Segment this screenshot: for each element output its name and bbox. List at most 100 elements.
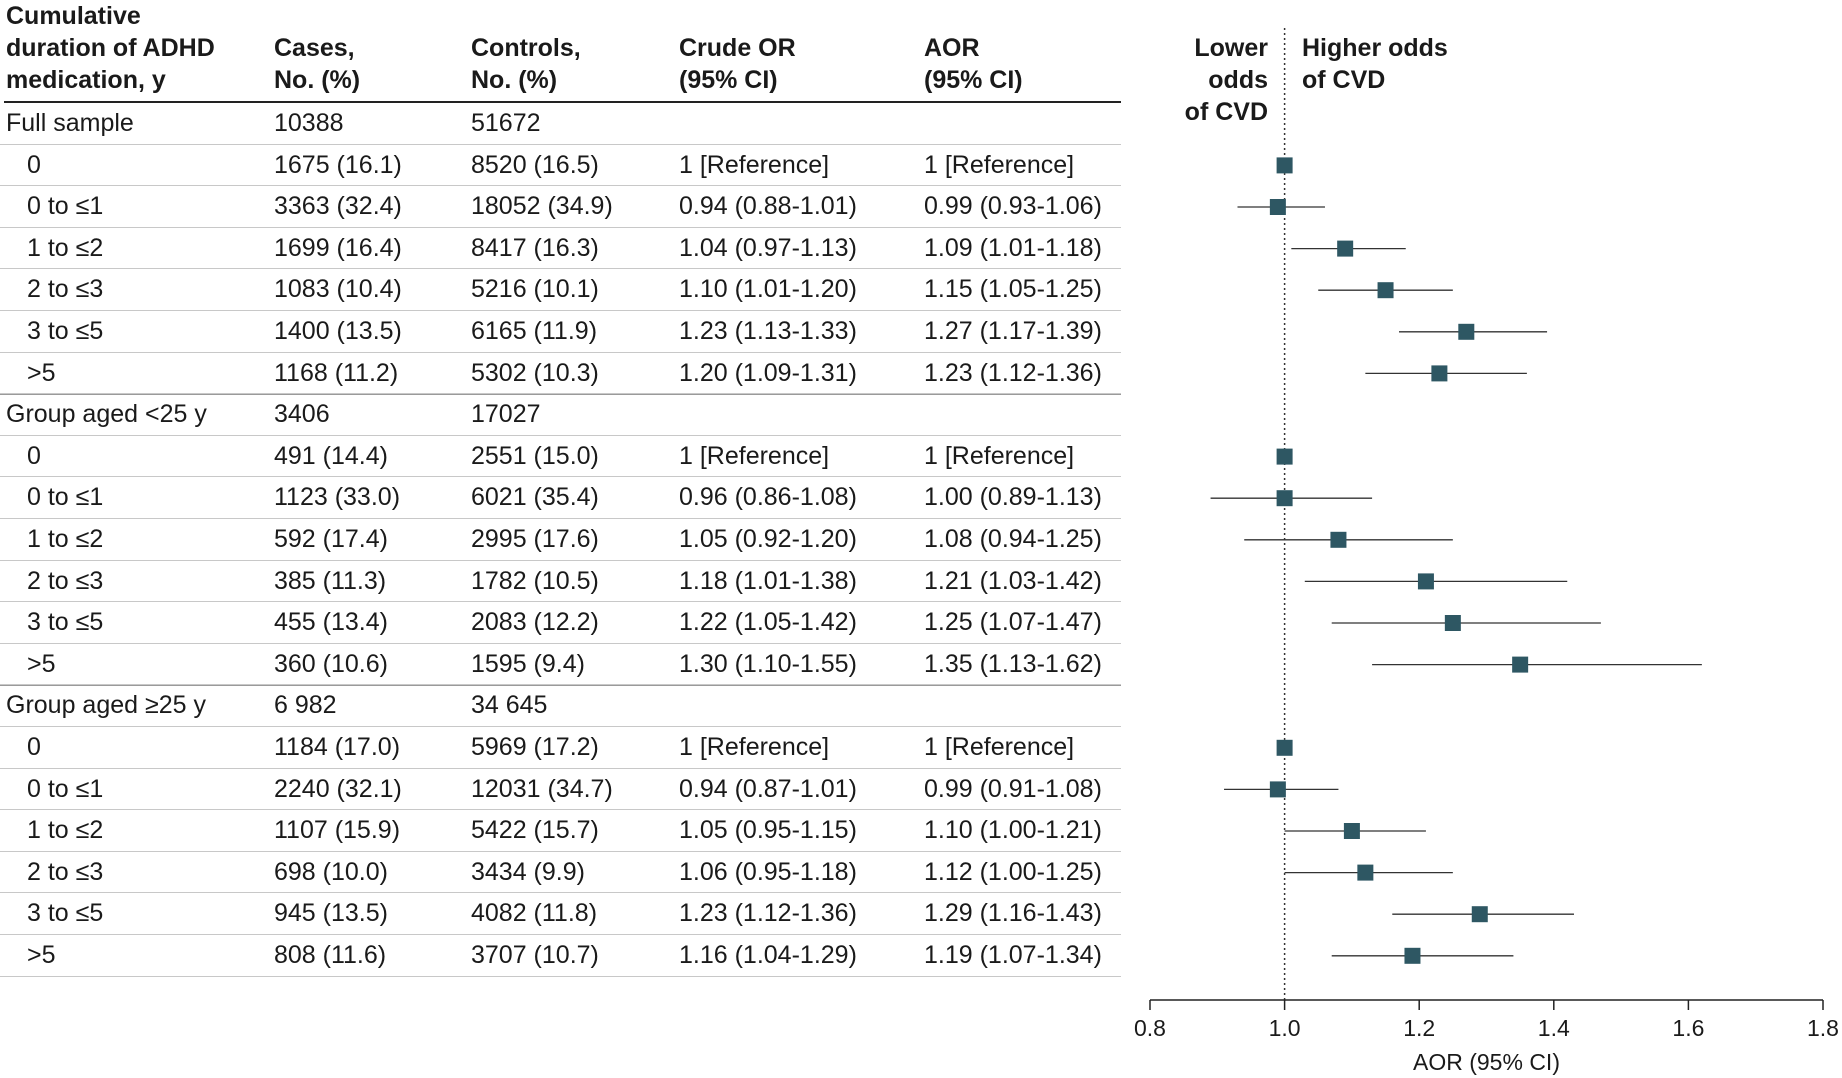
cases-cell: 3363 (32.4) [274, 192, 402, 221]
aor-point [1471, 906, 1488, 923]
table-row: 1 to ≤2 592 (17.4) 2995 (17.6) 1.05 (0.92-1… [0, 519, 1121, 561]
table-row: 0 1184 (17.0) 5969 (17.2) 1 [Reference] 1 [R… [0, 727, 1121, 769]
group-divider [0, 394, 1121, 396]
table-row: 1 to ≤2 1699 (16.4) 8417 (16.3) 1.04 (0.97-… [0, 228, 1121, 270]
aor-point [1269, 781, 1286, 798]
aor-cell: 1.29 (1.16-1.43) [924, 899, 1102, 928]
controls-cell: 8417 (16.3) [471, 233, 599, 262]
cases-cell: 360 (10.6) [274, 649, 388, 678]
duration-cell: 2 to ≤3 [27, 566, 104, 595]
cases-cell: 592 (17.4) [274, 525, 388, 553]
aor-cell: 0.99 (0.93-1.06) [924, 192, 1102, 221]
aor-cell: 1.35 (1.13-1.62) [924, 649, 1102, 678]
aor-cell: 1 [Reference] [924, 441, 1075, 470]
group-divider [0, 685, 1121, 687]
cases-cell: 455 (13.4) [274, 608, 388, 637]
row-divider [0, 393, 1121, 395]
row-divider [0, 684, 1121, 686]
crude-or-cell: 1.22 (1.05-1.42) [679, 608, 857, 637]
controls-cell: 2551 (15.0) [471, 441, 599, 470]
crude-or-cell: 1.06 (0.95-1.18) [679, 857, 857, 886]
crude-or-cell: 0.94 (0.88-1.01) [679, 192, 857, 221]
lower-odds-label: Lower odds of CVD [1184, 34, 1268, 126]
controls-cell: 18052 (34.9) [471, 192, 613, 221]
row-divider [0, 975, 1121, 977]
cases-cell: 1400 (13.5) [274, 317, 402, 345]
cases-cell: 1168 (11.2) [274, 358, 399, 387]
row-divider [0, 559, 1121, 561]
crude-or-cell: 1.05 (0.95-1.15) [679, 816, 857, 845]
aor-point [1276, 157, 1293, 174]
row-divider [0, 642, 1121, 644]
aor-cell: 1.21 (1.03-1.42) [924, 566, 1102, 595]
aor-point [1404, 947, 1421, 964]
controls-cell: 1595 (9.4) [471, 649, 585, 678]
controls-cell: 5302 (10.3) [471, 358, 599, 387]
table-row: 0 1675 (16.1) 8520 (16.5) 1 [Reference] 1 [R… [0, 145, 1121, 187]
header-rule [4, 101, 1121, 103]
crude-or-cell: 0.96 (0.86-1.08) [679, 483, 857, 512]
table-row: 0 to ≤1 1123 (33.0) 6021 (35.4) 0.96 (0.86-… [0, 477, 1121, 519]
duration-cell: 1 to ≤2 [27, 525, 104, 553]
controls-cell: 4082 (11.8) [471, 899, 598, 928]
x-tick-label: 0.8 [1134, 1015, 1166, 1041]
aor-point [1276, 448, 1293, 465]
aor-point [1337, 240, 1354, 257]
aor-point [1357, 864, 1374, 881]
cases-cell: 2240 (32.1) [274, 774, 402, 803]
table-row: 2 to ≤3 1083 (10.4) 5216 (10.1) 1.10 (1.01-… [0, 269, 1121, 311]
crude-or-cell: 1.16 (1.04-1.29) [679, 941, 857, 969]
aor-point [1512, 656, 1529, 673]
aor-point [1343, 823, 1360, 839]
aor-cell: 1.10 (1.00-1.21) [924, 816, 1102, 845]
duration-cell: >5 [27, 941, 56, 969]
row-divider [0, 767, 1121, 769]
controls-cell: 3707 (10.7) [471, 941, 599, 969]
aor-cell: 1.25 (1.07-1.47) [924, 608, 1102, 637]
table-row: 0 to ≤1 2240 (32.1) 12031 (34.7) 0.94 (0.87… [0, 769, 1121, 811]
duration-cell: >5 [27, 358, 56, 387]
duration-cell: 3 to ≤5 [27, 317, 104, 345]
duration-cell: 0 to ≤1 [27, 483, 104, 512]
row-divider [0, 226, 1121, 228]
aor-cell: 1.08 (0.94-1.25) [924, 525, 1102, 553]
controls-cell: 3434 (9.9) [471, 857, 585, 886]
table-row: 2 to ≤3 698 (10.0) 3434 (9.9) 1.06 (0.95-1.… [0, 852, 1121, 894]
duration-cell: 2 to ≤3 [27, 857, 104, 886]
aor-point [1269, 199, 1286, 215]
cases-cell: 1184 (17.0) [274, 733, 401, 761]
row-divider [0, 601, 1121, 603]
table-row: 0 491 (14.4) 2551 (15.0) 1 [Reference] 1 [Re… [0, 436, 1121, 478]
crude-or-cell: 1 [Reference] [679, 150, 830, 179]
controls-cell: 2995 (17.6) [471, 525, 599, 553]
controls-cell: 2083 (12.2) [471, 608, 599, 637]
cases-cell: 808 (11.6) [274, 941, 387, 969]
crude-or-cell: 1 [Reference] [679, 441, 830, 470]
table-row: 1 to ≤2 1107 (15.9) 5422 (15.7) 1.05 (0.95-… [0, 810, 1121, 852]
header-crude-or: Crude OR (95% CI) [679, 34, 796, 94]
cases-cell: 1083 (10.4) [274, 275, 402, 304]
duration-cell: 0 [27, 733, 41, 761]
aor-cell: 0.99 (0.91-1.08) [924, 774, 1102, 803]
controls-cell: 34 645 [471, 691, 548, 720]
cases-cell: 385 (11.3) [274, 566, 387, 595]
table-group-row: Group aged ≥25 y 6 982 34 645 [0, 685, 1121, 727]
table-row: 0 to ≤1 3363 (32.4) 18052 (34.9) 0.94 (0.88… [0, 186, 1121, 228]
higher-odds-label: Higher odds of CVD [1302, 34, 1448, 94]
controls-cell: 8520 (16.5) [471, 150, 599, 179]
aor-point [1330, 531, 1347, 548]
duration-cell: 0 [27, 150, 41, 179]
duration-cell: Group aged <25 y [6, 400, 207, 429]
controls-cell: 6165 (11.9) [471, 317, 598, 345]
table-row: >5 808 (11.6) 3707 (10.7) 1.16 (1.04-1.29) 1… [0, 935, 1121, 977]
aor-cell: 1.19 (1.07-1.34) [924, 941, 1102, 969]
x-axis-label: AOR (95% CI) [1413, 1049, 1560, 1075]
row-divider [0, 850, 1121, 852]
x-tick-label: 1.4 [1538, 1015, 1570, 1041]
duration-cell: 0 to ≤1 [27, 774, 104, 803]
controls-cell: 5422 (15.7) [471, 816, 599, 845]
x-tick-label: 1.6 [1672, 1015, 1704, 1041]
cases-cell: 698 (10.0) [274, 857, 388, 886]
aor-point [1444, 615, 1461, 631]
